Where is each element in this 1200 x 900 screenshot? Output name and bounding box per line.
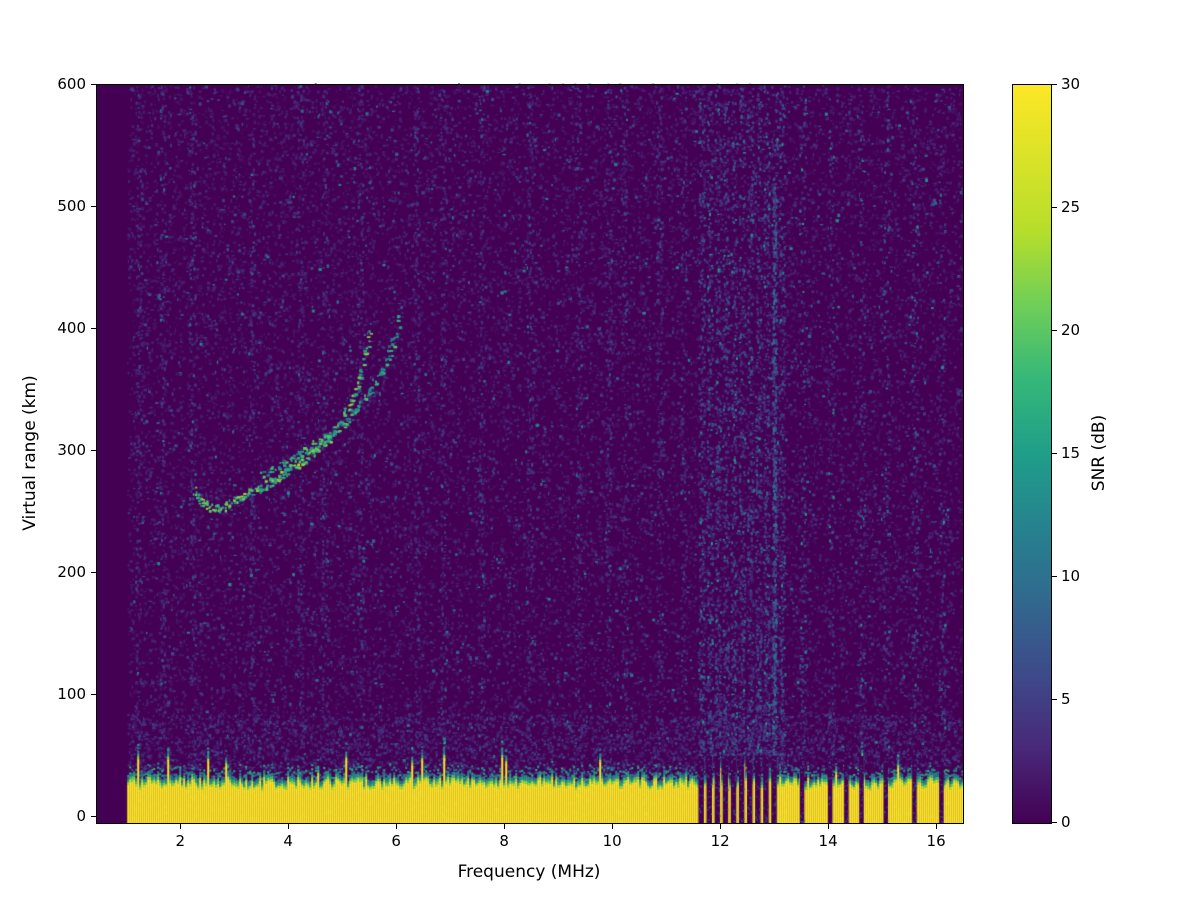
colorbar-tick-mark <box>1052 453 1057 454</box>
x-tick-label: 12 <box>710 832 730 850</box>
y-tick-mark <box>91 571 96 573</box>
colorbar-tick-mark <box>1052 84 1057 85</box>
colorbar-tick-label: 20 <box>1061 321 1081 339</box>
x-tick-label: 6 <box>391 832 401 850</box>
y-tick-mark <box>91 205 96 207</box>
x-tick-label: 2 <box>175 832 185 850</box>
x-tick-mark <box>936 824 938 829</box>
y-tick-mark <box>91 449 96 451</box>
x-tick-label: 8 <box>499 832 509 850</box>
colorbar-tick-mark <box>1052 822 1057 823</box>
colorbar-tick-label: 0 <box>1061 813 1071 831</box>
colorbar-tick-mark <box>1052 699 1057 700</box>
colorbar-tick-label: 15 <box>1061 444 1081 462</box>
y-axis-label: Virtual range (km) <box>20 375 40 531</box>
plot-area <box>96 84 964 824</box>
colorbar-tick-mark <box>1052 207 1057 208</box>
y-tick-label: 400 <box>57 318 86 337</box>
y-tick-mark <box>91 327 96 329</box>
x-tick-mark <box>720 824 722 829</box>
y-tick-label: 200 <box>57 562 86 581</box>
x-tick-label: 14 <box>818 832 838 850</box>
y-tick-mark <box>91 84 96 85</box>
y-tick-label: 100 <box>57 684 86 703</box>
colorbar-tick-label: 30 <box>1061 75 1081 93</box>
colorbar-gradient <box>1012 84 1052 824</box>
x-tick-mark <box>288 824 290 829</box>
x-axis-label: Frequency (MHz) <box>457 862 601 882</box>
y-tick-label: 300 <box>57 440 86 459</box>
colorbar-tick-label: 5 <box>1061 690 1071 708</box>
x-tick-mark <box>504 824 506 829</box>
x-tick-label: 16 <box>926 832 946 850</box>
ionogram-canvas <box>97 85 963 823</box>
colorbar-tick-label: 25 <box>1061 198 1081 216</box>
x-tick-mark <box>396 824 398 829</box>
y-tick-mark <box>91 693 96 695</box>
x-tick-mark <box>828 824 830 829</box>
colorbar-tick-mark <box>1052 576 1057 577</box>
y-tick-label: 500 <box>57 196 86 215</box>
x-tick-mark <box>612 824 614 829</box>
y-tick-label: 600 <box>57 75 86 93</box>
y-tick-label: 0 <box>76 806 86 825</box>
colorbar-label: SNR (dB) <box>1089 414 1109 492</box>
x-tick-mark <box>180 824 182 829</box>
x-tick-label: 4 <box>283 832 293 850</box>
y-tick-mark <box>91 815 96 817</box>
colorbar-tick-mark <box>1052 330 1057 331</box>
x-tick-label: 10 <box>602 832 622 850</box>
colorbar-tick-label: 10 <box>1061 567 1081 585</box>
